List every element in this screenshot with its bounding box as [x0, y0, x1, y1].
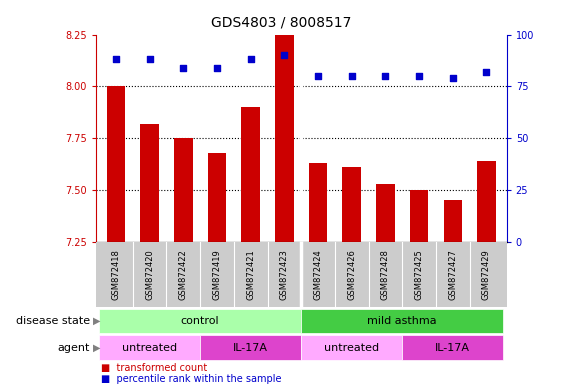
Point	[381, 73, 390, 79]
Bar	[376, 184, 395, 242]
Bar	[301, 309, 503, 333]
Point	[448, 75, 457, 81]
Text: GDS4803 / 8008517: GDS4803 / 8008517	[211, 15, 352, 29]
Text: mild asthma: mild asthma	[368, 316, 437, 326]
Point	[280, 52, 289, 58]
Bar	[444, 200, 462, 242]
Text: GSM872420: GSM872420	[145, 249, 154, 300]
Point	[482, 69, 491, 75]
Text: GSM872429: GSM872429	[482, 249, 491, 300]
Point	[212, 65, 221, 71]
Text: ■  percentile rank within the sample: ■ percentile rank within the sample	[101, 374, 282, 384]
Text: control: control	[181, 316, 220, 326]
Bar	[200, 336, 301, 359]
Text: agent: agent	[57, 343, 90, 353]
Point	[347, 73, 356, 79]
Bar	[477, 161, 496, 242]
Text: untreated: untreated	[324, 343, 379, 353]
Text: GSM872423: GSM872423	[280, 249, 289, 300]
Point	[111, 56, 120, 63]
Text: GSM872422: GSM872422	[179, 249, 188, 300]
Text: GSM872426: GSM872426	[347, 249, 356, 300]
Bar	[410, 190, 428, 242]
Bar	[242, 107, 260, 242]
Bar	[174, 138, 193, 242]
Point	[414, 73, 423, 79]
Text: GSM872428: GSM872428	[381, 249, 390, 300]
Text: GSM872418: GSM872418	[111, 249, 120, 300]
Bar	[403, 336, 503, 359]
Text: ▶: ▶	[93, 343, 100, 353]
Bar	[309, 163, 327, 242]
Text: disease state: disease state	[16, 316, 90, 326]
Point	[246, 56, 255, 63]
Bar	[208, 153, 226, 242]
Bar	[99, 309, 301, 333]
Text: GSM872425: GSM872425	[414, 249, 423, 300]
Bar	[106, 86, 125, 242]
Text: untreated: untreated	[122, 343, 177, 353]
Bar	[342, 167, 361, 242]
Text: ▶: ▶	[93, 316, 100, 326]
Bar	[301, 336, 403, 359]
Text: GSM872421: GSM872421	[246, 249, 255, 300]
Text: ■  transformed count: ■ transformed count	[101, 363, 208, 373]
Text: GSM872419: GSM872419	[212, 249, 221, 300]
Point	[314, 73, 323, 79]
Text: IL-17A: IL-17A	[435, 343, 470, 353]
Text: GSM872427: GSM872427	[448, 249, 457, 300]
Bar	[140, 124, 159, 242]
Point	[179, 65, 188, 71]
Text: GSM872424: GSM872424	[314, 249, 323, 300]
Bar	[275, 35, 294, 242]
Text: IL-17A: IL-17A	[233, 343, 268, 353]
Bar	[99, 336, 200, 359]
Point	[145, 56, 154, 63]
